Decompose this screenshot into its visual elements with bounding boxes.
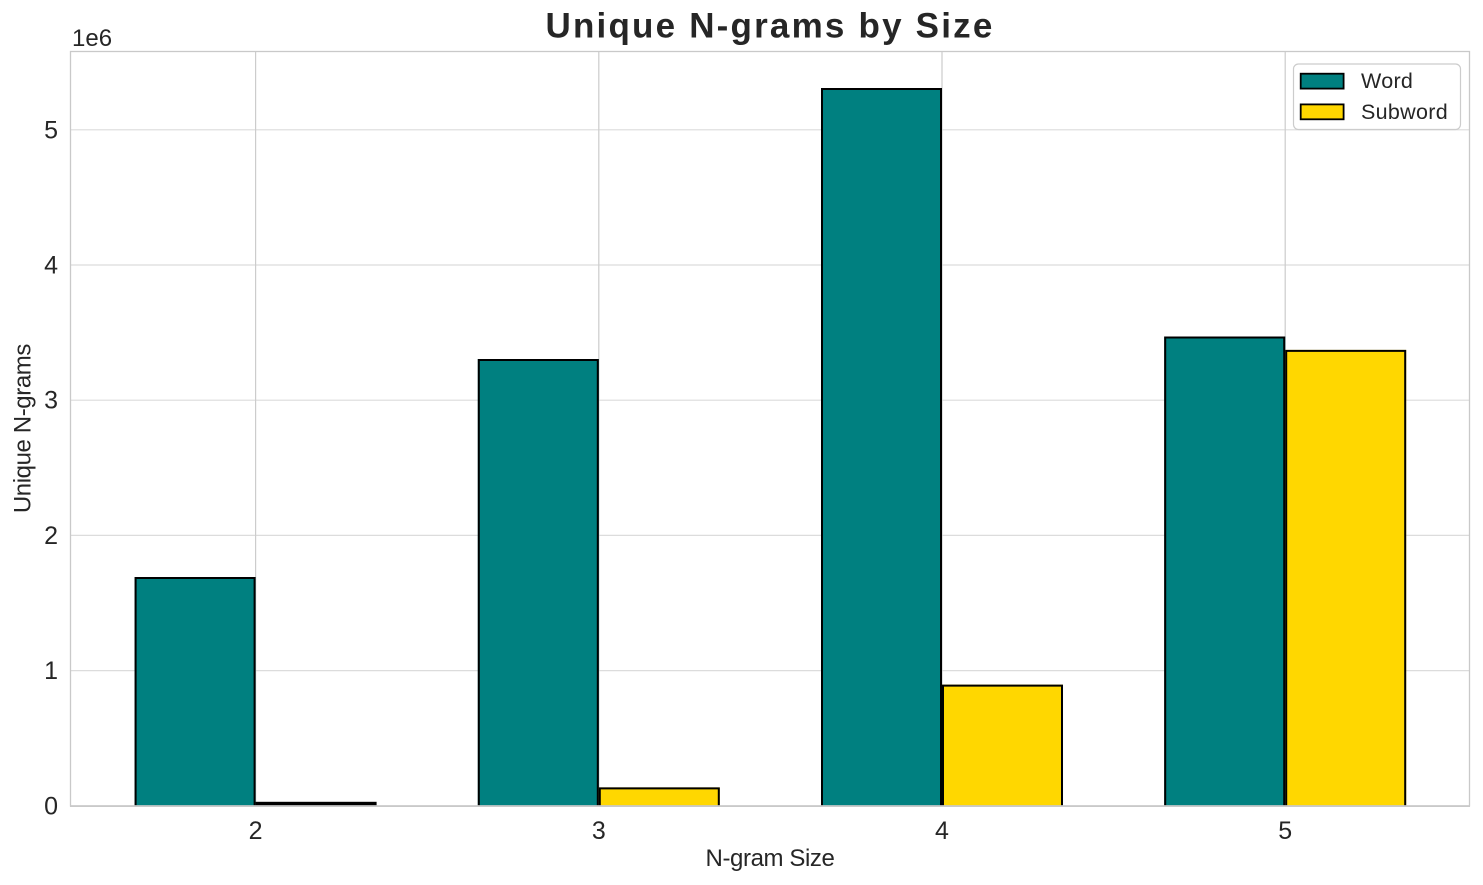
svg-text:2: 2 xyxy=(249,817,263,845)
svg-text:Word: Word xyxy=(1361,69,1413,93)
svg-text:0: 0 xyxy=(44,792,58,820)
svg-text:1e6: 1e6 xyxy=(72,25,112,52)
svg-text:Unique N-grams: Unique N-grams xyxy=(10,344,37,514)
svg-text:4: 4 xyxy=(44,252,58,280)
svg-text:Subword: Subword xyxy=(1361,100,1448,124)
svg-text:5: 5 xyxy=(44,116,58,144)
svg-text:1: 1 xyxy=(44,657,58,685)
svg-text:5: 5 xyxy=(1278,817,1292,845)
svg-text:3: 3 xyxy=(592,817,606,845)
svg-text:2: 2 xyxy=(44,522,58,550)
svg-text:4: 4 xyxy=(935,817,949,845)
svg-text:3: 3 xyxy=(44,387,58,415)
svg-text:N-gram Size: N-gram Size xyxy=(706,845,835,872)
svg-text:Unique N-grams by Size: Unique N-grams by Size xyxy=(545,7,994,46)
